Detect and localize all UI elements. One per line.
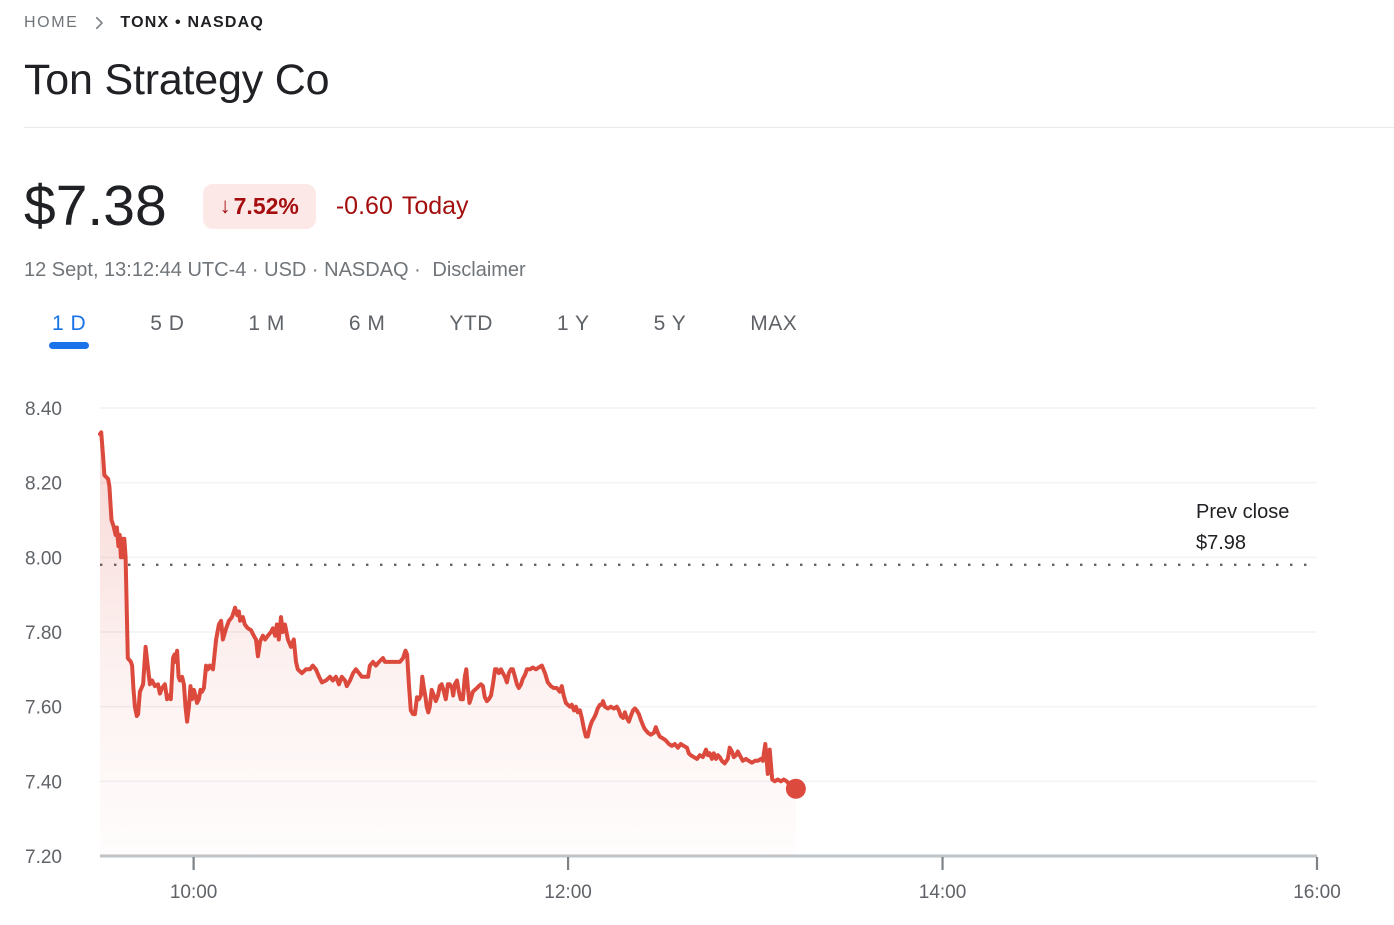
disclaimer-link[interactable]: Disclaimer: [432, 259, 526, 281]
breadcrumb: HOME TONX • NASDAQ: [24, 14, 264, 32]
change-absolute: -0.60: [335, 191, 393, 220]
price-area-fill: [100, 432, 796, 856]
prev-close-value: $7.98: [1196, 532, 1246, 554]
x-axis-label: 16:00: [1293, 882, 1341, 903]
latest-price-dot: [785, 778, 806, 799]
y-axis-label: 8.20: [25, 474, 62, 495]
y-axis-label: 8.00: [25, 548, 62, 569]
x-axis-label: 10:00: [170, 882, 218, 903]
tab-label: 5 D: [150, 312, 185, 335]
tab-5d[interactable]: 5 D: [150, 312, 184, 349]
tab-label: 1 D: [52, 312, 87, 335]
active-tab-underline: [49, 342, 90, 349]
header-divider: [24, 127, 1394, 128]
tab-label: 5 Y: [653, 312, 687, 335]
y-axis-label: 7.80: [25, 623, 62, 644]
current-price: $7.38: [24, 174, 167, 238]
tab-5y[interactable]: 5 Y: [654, 312, 687, 349]
prev-close-label: Prev close: [1196, 501, 1289, 523]
y-axis-label: 7.40: [25, 772, 62, 793]
tab-label: MAX: [750, 312, 798, 335]
page-title: Ton Strategy Co: [24, 56, 330, 104]
tab-ytd[interactable]: YTD: [449, 312, 493, 349]
arrow-down-icon: ↓: [219, 193, 231, 218]
price-chart[interactable]: 8.40 8.20 8.00 7.80 7.60 7.40 7.20 10:00 12:00 14…: [0, 390, 1394, 925]
quote-timestamp: 12 Sept, 13:12:44 UTC-4 · USD · NASDAQ ·: [24, 259, 421, 281]
tab-1y[interactable]: 1 Y: [557, 312, 590, 349]
range-tabs: 1 D 5 D 1 M 6 M YTD 1 Y 5 Y MAX: [49, 312, 797, 349]
tab-6m[interactable]: 6 M: [349, 312, 386, 349]
x-axis-label: 12:00: [544, 882, 592, 903]
change-percent: 7.52%: [233, 192, 299, 219]
x-axis-label: 14:00: [919, 882, 967, 903]
tab-1m[interactable]: 1 M: [248, 312, 285, 349]
change-period: Today: [401, 191, 469, 220]
y-axis-label: 7.20: [25, 847, 62, 868]
quote-row: $7.38 ↓ 7.52% -0.60 Today: [24, 170, 469, 242]
tab-label: 1 Y: [556, 312, 590, 335]
quote-meta: 12 Sept, 13:12:44 UTC-4 · USD · NASDAQ ·…: [24, 259, 526, 282]
breadcrumb-symbol: TONX • NASDAQ: [120, 14, 264, 31]
price-line: [98, 430, 798, 791]
price-chart-svg[interactable]: 8.40 8.20 8.00 7.80 7.60 7.40 7.20 10:00 12:00 14…: [0, 390, 1394, 925]
tab-label: YTD: [449, 312, 493, 335]
tab-1d[interactable]: 1 D: [49, 312, 90, 349]
tab-label: 6 M: [348, 312, 386, 335]
y-axis-label: 7.60: [25, 698, 62, 719]
y-axis-label: 8.40: [25, 399, 62, 420]
tab-label: 1 M: [248, 312, 285, 335]
breadcrumb-home-link[interactable]: HOME: [24, 14, 79, 31]
chevron-right-icon: [96, 16, 104, 30]
change-percent-badge: ↓ 7.52%: [202, 183, 316, 229]
change-absolute-today: -0.60 Today: [336, 192, 469, 221]
tab-max[interactable]: MAX: [750, 312, 797, 349]
